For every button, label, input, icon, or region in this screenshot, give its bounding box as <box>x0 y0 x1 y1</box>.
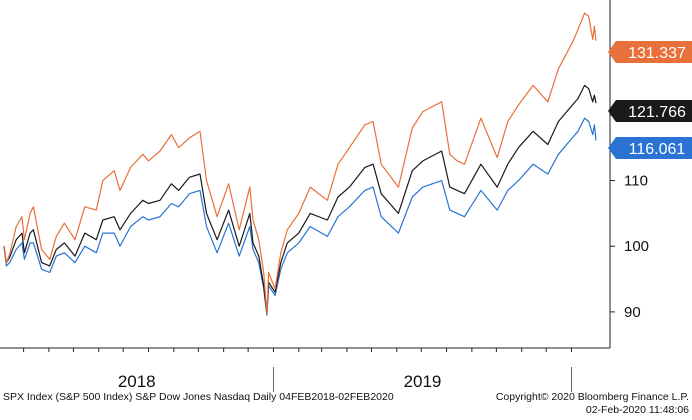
last-value-label-0: 131.337 <box>628 45 686 62</box>
y-tick-label: 100 <box>624 238 649 255</box>
last-value-badge-2 <box>608 137 692 159</box>
last-value-label-2: 116.061 <box>629 141 686 158</box>
y-tick-label: 90 <box>624 304 641 321</box>
footer-source: SPX Index (S&P 500 Index) S&P Dow Jones … <box>3 391 394 403</box>
last-value-badge-1 <box>608 100 692 122</box>
last-value-badge-0 <box>608 41 692 63</box>
x-year-label: 2018 <box>118 372 156 391</box>
y-tick-label: 110 <box>624 173 648 190</box>
footer-timestamp: 02-Feb-2020 11:48:06 <box>586 404 689 416</box>
x-year-label: 2019 <box>404 372 442 391</box>
last-value-label-1: 121.766 <box>628 104 686 121</box>
footer-copyright: Copyright© 2020 Bloomberg Finance L.P. <box>496 391 689 403</box>
series-line-0 <box>3 12 597 314</box>
footer: SPX Index (S&P 500 Index) S&P Dow Jones … <box>3 391 689 416</box>
axis-layer: 90 100 110 2018 2019 <box>0 0 649 392</box>
badge-layer: 131.337 121.766 116.061 <box>608 41 692 159</box>
series-layer <box>3 12 597 316</box>
